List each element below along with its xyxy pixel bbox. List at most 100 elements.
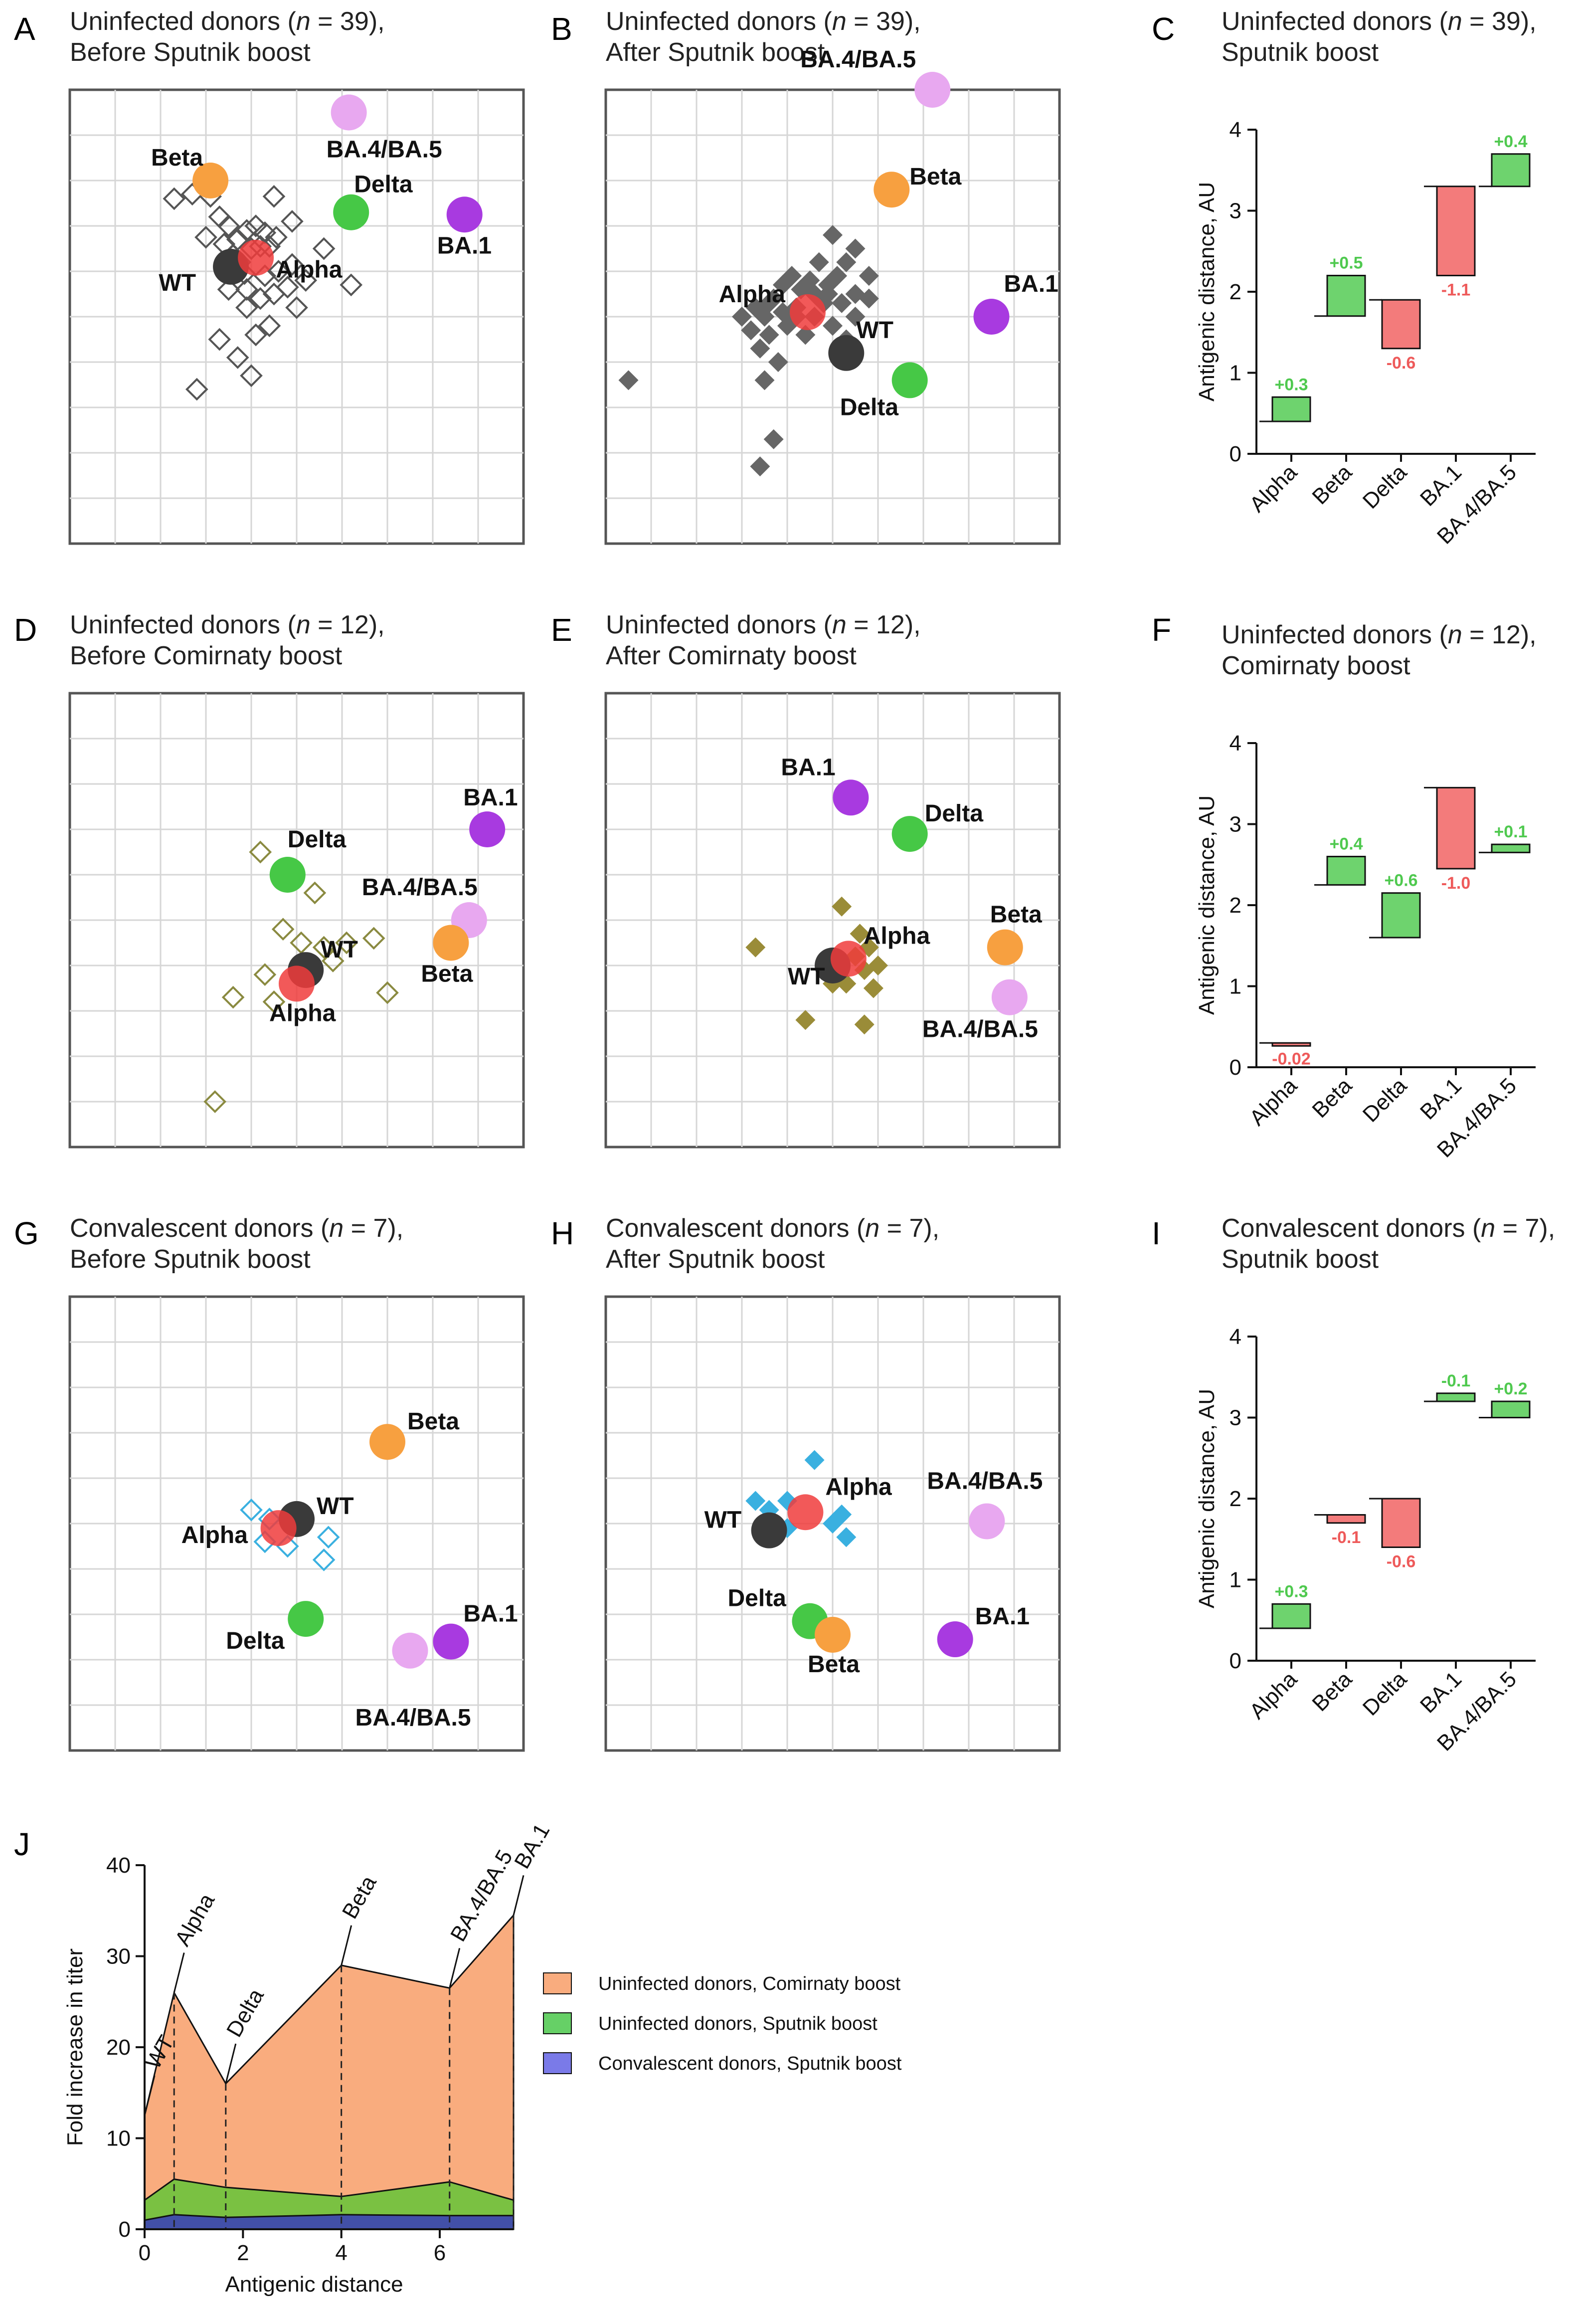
panel-letter: B bbox=[551, 11, 572, 47]
x-tick-label: 4 bbox=[335, 2241, 347, 2265]
change-label: -0.1 bbox=[1441, 1371, 1471, 1390]
donor-point bbox=[832, 1504, 852, 1525]
donor-point bbox=[271, 918, 295, 941]
x-tick-label: 2 bbox=[237, 2241, 249, 2265]
y-tick-label: 1 bbox=[1229, 974, 1241, 999]
antigen-point-ba4ba5 bbox=[991, 979, 1028, 1015]
antigen-point-ba1 bbox=[469, 811, 506, 847]
donor-point bbox=[321, 950, 345, 972]
change-bar bbox=[1381, 892, 1421, 939]
antigen-label: Alpha bbox=[825, 1474, 892, 1500]
y-tick-label: 40 bbox=[106, 1853, 131, 1878]
change-label: +0.3 bbox=[1274, 1582, 1308, 1601]
donor-point bbox=[312, 936, 336, 959]
x-tick-label: BA.1 bbox=[1415, 1073, 1466, 1124]
donor-point bbox=[249, 287, 272, 310]
antigen-label: Beta bbox=[407, 1408, 459, 1435]
donor-point bbox=[312, 237, 336, 260]
panel-title: Uninfected donors (n = 12), Before Comirn… bbox=[70, 610, 385, 670]
antigen-point-beta bbox=[815, 1616, 851, 1653]
change-label: -0.02 bbox=[1272, 1050, 1311, 1069]
donor-point bbox=[317, 1526, 340, 1549]
antigen-label: BA.1 bbox=[781, 754, 835, 780]
antigen-point-ba1 bbox=[937, 1621, 973, 1658]
antigen-label: Alpha bbox=[719, 281, 786, 308]
change-bar bbox=[1271, 396, 1311, 422]
x-tick-label: 0 bbox=[139, 2241, 151, 2265]
legend-swatch bbox=[543, 1972, 572, 1994]
antigen-label: WT bbox=[856, 317, 893, 344]
antigen-point-ba1 bbox=[973, 299, 1010, 335]
change-bar bbox=[1271, 1042, 1311, 1047]
donor-point bbox=[281, 210, 304, 233]
antigen-label: Delta bbox=[226, 1628, 285, 1654]
panel-H: Convalescent donors (n = 7), After Sputni… bbox=[604, 1214, 1061, 1752]
panel-title: Convalescent donors (n = 7), Sputnik boos… bbox=[1222, 1214, 1555, 1274]
area-series-3 bbox=[144, 2214, 515, 2230]
antigen-point-alpha bbox=[787, 1494, 824, 1531]
donor-point bbox=[208, 328, 231, 351]
antigen-point-ba4ba5 bbox=[914, 72, 951, 108]
change-bar bbox=[1326, 1514, 1366, 1524]
donor-point bbox=[340, 273, 363, 297]
antigen-point-ba1 bbox=[433, 1623, 469, 1660]
donor-point bbox=[235, 219, 258, 242]
antigen-label: BA.4/BA.5 bbox=[800, 46, 916, 73]
change-label: +0.6 bbox=[1384, 871, 1417, 890]
donor-point bbox=[809, 252, 829, 272]
antigen-label: Beta bbox=[909, 164, 961, 190]
donor-point bbox=[782, 266, 802, 286]
antigen-point-ba4ba5 bbox=[331, 94, 367, 131]
panel-letter: F bbox=[1152, 612, 1171, 648]
legend-label: Convalescent donors, Sputnik boost bbox=[598, 2053, 902, 2074]
antigen-label: Beta bbox=[990, 902, 1042, 928]
change-bar bbox=[1271, 1603, 1311, 1629]
legend-swatch bbox=[543, 2012, 572, 2034]
donor-point bbox=[850, 924, 870, 944]
donor-point bbox=[863, 978, 883, 998]
panel-title: Uninfected donors (n = 39), Before Sputni… bbox=[70, 7, 385, 67]
antigen-label: WT bbox=[321, 937, 358, 963]
donor-point bbox=[859, 266, 879, 286]
donor-point bbox=[303, 881, 327, 905]
antigen-point-ba4ba5 bbox=[969, 1503, 1005, 1540]
antigen-label: Beta bbox=[421, 961, 473, 987]
panel-B: Uninfected donors (n = 39), After Sputnik… bbox=[604, 7, 1061, 545]
donor-point bbox=[235, 296, 258, 319]
y-tick-label: 0 bbox=[1229, 442, 1241, 466]
antigen-label: WT bbox=[704, 1507, 742, 1534]
donor-point bbox=[854, 1014, 875, 1035]
panel-title: Uninfected donors (n = 39), Sputnik boost bbox=[1222, 7, 1537, 67]
donor-point bbox=[768, 352, 788, 372]
y-tick-label: 10 bbox=[106, 2127, 131, 2151]
panel-title: Uninfected donors (n = 39), After Sputnik… bbox=[606, 7, 921, 67]
panel-G: Convalescent donors (n = 7), Before Sputn… bbox=[68, 1214, 525, 1752]
y-tick-label: 2 bbox=[1229, 893, 1241, 918]
antigen-label: BA.4/BA.5 bbox=[922, 1016, 1038, 1043]
change-label: +0.4 bbox=[1494, 132, 1527, 151]
point-label-leader bbox=[173, 1952, 185, 1993]
antigen-label: Delta bbox=[925, 800, 984, 827]
change-bar bbox=[1436, 1392, 1476, 1402]
antigen-point-delta bbox=[288, 1601, 324, 1637]
point-label: Delta bbox=[222, 1984, 269, 2041]
panel-title: Uninfected donors (n = 12), After Comirna… bbox=[606, 610, 921, 670]
donor-point bbox=[249, 840, 272, 864]
antigen-point-delta bbox=[333, 194, 369, 230]
donor-point bbox=[832, 293, 852, 313]
antigen-label: WT bbox=[317, 1493, 354, 1520]
antigen-point-alpha bbox=[789, 294, 826, 330]
change-bar bbox=[1381, 299, 1421, 350]
y-tick-label: 0 bbox=[119, 2217, 131, 2242]
donor-point bbox=[294, 269, 318, 292]
y-tick-label: 1 bbox=[1229, 361, 1241, 386]
donor-point bbox=[244, 323, 267, 347]
y-axis-label: Antigenic distance, AU bbox=[1195, 182, 1219, 401]
y-tick-label: 2 bbox=[1229, 280, 1241, 304]
donor-point bbox=[750, 338, 770, 359]
x-tick-label: Delta bbox=[1358, 460, 1412, 514]
donor-point bbox=[618, 370, 639, 390]
donor-point bbox=[217, 278, 240, 301]
point-label-leader bbox=[144, 2075, 156, 2116]
donor-point bbox=[335, 931, 358, 955]
